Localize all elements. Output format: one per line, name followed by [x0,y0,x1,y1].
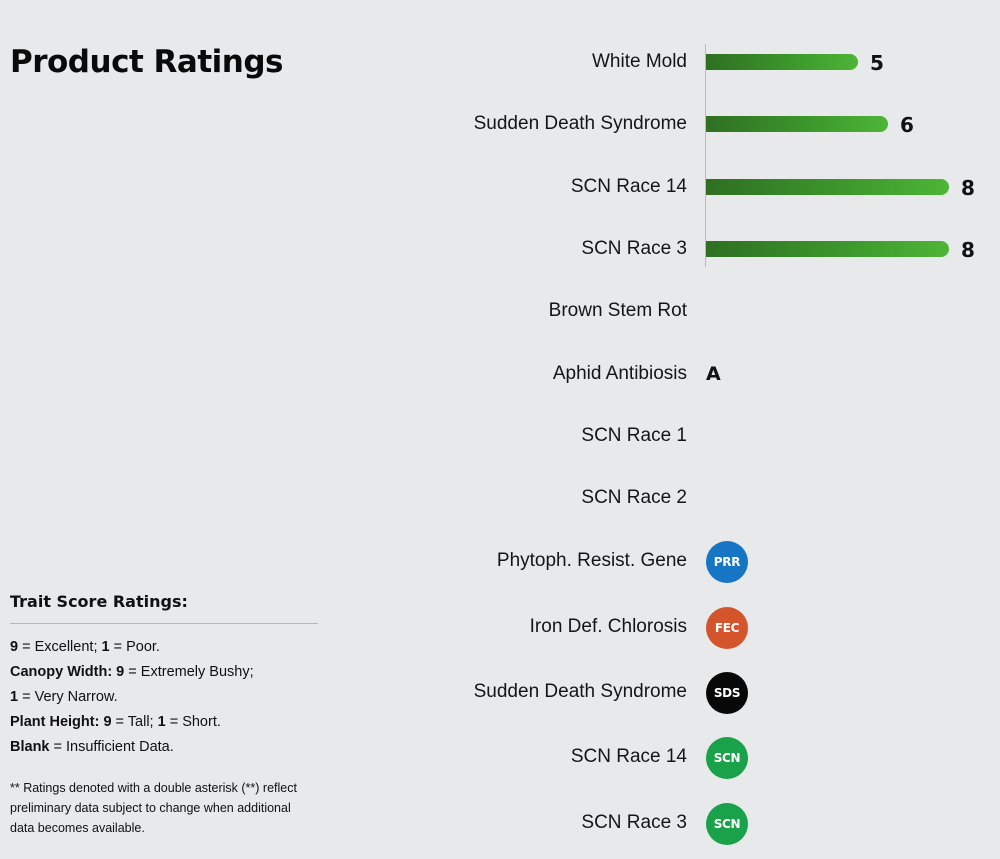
rating-label: Aphid Antibiosis [552,363,687,384]
scn-badge-icon: SCN [706,803,748,845]
legend-footnote: ** Ratings denoted with a double asteris… [10,781,297,835]
rating-value-slot [706,291,1000,331]
legend-line: 1 = Very Narrow. [10,689,118,705]
rating-bar-value: 6 [900,113,914,137]
rating-value-slot: PRR [706,541,1000,583]
rating-row: SCN Race 3 8 [380,229,1000,269]
rating-row: Sudden Death Syndrome 6 [380,104,1000,144]
rating-row: SCN Race 14 SCN [380,737,1000,779]
rating-bar-value: 8 [961,238,975,262]
legend-lines: 9 = Excellent; 1 = Poor. Canopy Width: 9… [10,635,318,760]
rating-label: SCN Race 1 [581,425,687,446]
page-title: Product Ratings [10,44,284,80]
rating-value-slot: SDS [706,672,1000,714]
legend-line: Plant Height: 9 = Tall; 1 = Short. [10,714,221,730]
rating-value-slot: 8 [706,167,1000,207]
rating-bar [706,241,949,257]
rating-value-slot: 5 [706,42,1000,82]
rating-letter-value: A [706,363,721,385]
rating-row: Phytoph. Resist. Gene PRR [380,541,1000,583]
rating-label: Sudden Death Syndrome [473,681,687,702]
legend-line: Blank = Insufficient Data. [10,739,174,755]
rating-value-slot [706,478,1000,518]
rating-row: SCN Race 2 [380,478,1000,518]
rating-row: Brown Stem Rot [380,291,1000,331]
legend-title: Trait Score Ratings: [10,592,318,624]
trait-score-legend: Trait Score Ratings: 9 = Excellent; 1 = … [10,592,318,838]
rating-value-slot: A [706,354,1000,394]
rating-row: SCN Race 3 SCN [380,803,1000,845]
rating-label: SCN Race 3 [581,812,687,833]
rating-bar [706,116,888,132]
rating-row: SCN Race 1 [380,416,1000,456]
legend-line: Canopy Width: 9 = Extremely Bushy; [10,664,254,680]
rating-label: Brown Stem Rot [548,300,687,321]
rating-value-slot: FEC [706,607,1000,649]
rating-value-slot: SCN [706,803,1000,845]
rating-label: Iron Def. Chlorosis [529,616,687,637]
rating-bar-value: 5 [870,51,884,75]
rating-value-slot: 8 [706,229,1000,269]
rating-label: SCN Race 2 [581,487,687,508]
rating-bar [706,179,949,195]
rating-label: White Mold [591,51,687,72]
rating-row: Sudden Death Syndrome SDS [380,672,1000,714]
rating-value-slot: 6 [706,104,1000,144]
rating-value-slot [706,416,1000,456]
rating-row: White Mold 5 [380,42,1000,82]
rating-row: Aphid Antibiosis A [380,354,1000,394]
scn-badge-icon: SCN [706,737,748,779]
rating-value-slot: SCN [706,737,1000,779]
rating-bar-value: 8 [961,176,975,200]
legend-line: 9 = Excellent; 1 = Poor. [10,639,160,655]
rating-label: Phytoph. Resist. Gene [496,550,687,571]
rating-label: Sudden Death Syndrome [473,113,687,134]
rating-row: SCN Race 14 8 [380,167,1000,207]
prr-badge-icon: PRR [706,541,748,583]
ratings-axis-line [705,44,706,267]
rating-label: SCN Race 14 [570,746,687,767]
rating-bar [706,54,858,70]
rating-label: SCN Race 14 [570,176,687,197]
rating-row: Iron Def. Chlorosis FEC [380,607,1000,649]
fec-badge-icon: FEC [706,607,748,649]
rating-label: SCN Race 3 [581,238,687,259]
sds-badge-icon: SDS [706,672,748,714]
